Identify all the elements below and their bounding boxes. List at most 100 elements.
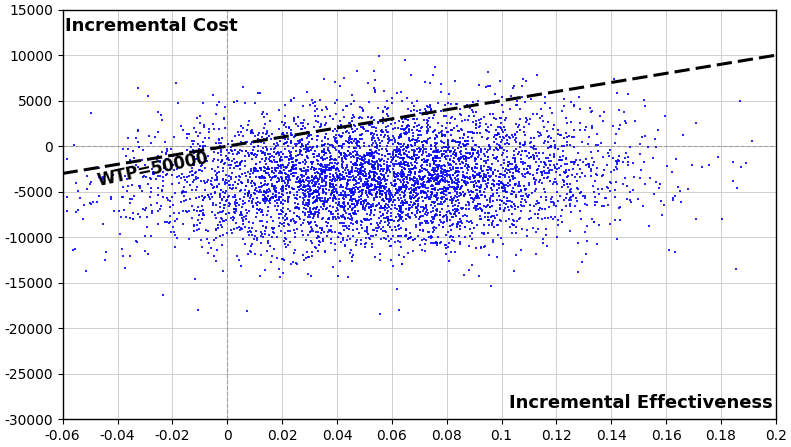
Point [113, 207, 126, 215]
Point [365, 204, 378, 211]
Point [225, 215, 237, 222]
Point [388, 135, 400, 142]
Point [410, 184, 422, 191]
Point [369, 159, 382, 166]
Point [652, 127, 664, 134]
Point [305, 249, 318, 256]
Point [407, 188, 420, 195]
Point [437, 188, 450, 195]
Point [291, 122, 304, 129]
Point [271, 178, 283, 186]
Point [233, 202, 245, 209]
Point [265, 157, 278, 164]
Point [426, 188, 438, 195]
Point [473, 187, 486, 194]
Point [362, 201, 375, 208]
Point [392, 139, 405, 147]
Point [374, 190, 387, 197]
Point [471, 164, 483, 172]
Point [626, 160, 639, 167]
Point [528, 187, 541, 194]
Point [329, 246, 342, 253]
Point [261, 188, 274, 195]
Point [420, 202, 433, 210]
Point [477, 171, 490, 178]
Point [284, 228, 297, 235]
Point [609, 131, 622, 138]
Point [512, 123, 524, 131]
Point [428, 177, 441, 185]
Point [494, 201, 506, 208]
Point [468, 147, 481, 154]
Point [130, 161, 142, 168]
Point [440, 144, 452, 151]
Point [414, 208, 426, 215]
Point [505, 221, 518, 228]
Point [307, 206, 320, 213]
Point [458, 271, 471, 278]
Point [392, 183, 405, 190]
Point [520, 117, 533, 124]
Point [235, 224, 248, 231]
Point [255, 206, 268, 213]
Point [311, 208, 324, 215]
Point [342, 139, 354, 146]
Point [479, 214, 491, 221]
Point [485, 192, 498, 199]
Point [255, 150, 268, 157]
Point [452, 232, 465, 240]
Point [414, 169, 427, 176]
Point [396, 131, 408, 138]
Point [377, 224, 389, 231]
Point [164, 197, 176, 204]
Point [382, 221, 395, 228]
Point [262, 165, 274, 173]
Point [213, 135, 225, 143]
Point [365, 209, 377, 216]
Point [449, 184, 462, 191]
Point [407, 191, 420, 198]
Point [240, 126, 253, 133]
Point [407, 152, 420, 159]
Point [156, 187, 168, 194]
Point [504, 134, 517, 141]
Point [387, 170, 399, 177]
Point [551, 189, 563, 196]
Point [308, 173, 321, 181]
Point [428, 227, 441, 234]
Point [338, 113, 350, 120]
Point [380, 194, 392, 202]
Point [431, 206, 444, 213]
Point [157, 173, 169, 181]
Point [308, 174, 320, 181]
Point [249, 181, 262, 188]
Point [157, 291, 169, 299]
Point [504, 160, 517, 168]
Point [474, 169, 486, 177]
Point [280, 236, 293, 243]
Point [320, 206, 332, 213]
Point [391, 160, 403, 168]
Point [405, 159, 418, 166]
Point [171, 215, 184, 223]
Point [434, 190, 447, 197]
Point [559, 169, 572, 176]
Point [393, 202, 406, 210]
Point [242, 191, 255, 198]
Point [460, 156, 472, 163]
Point [336, 158, 349, 165]
Point [318, 167, 331, 174]
Point [274, 156, 286, 163]
Point [416, 176, 429, 183]
Point [381, 217, 394, 224]
Point [383, 198, 396, 205]
Point [217, 207, 229, 214]
Point [467, 137, 479, 144]
Point [176, 170, 188, 177]
Point [399, 192, 411, 199]
Point [395, 216, 407, 223]
Point [428, 160, 441, 168]
Point [288, 185, 301, 192]
Point [193, 119, 206, 126]
Point [404, 137, 417, 144]
